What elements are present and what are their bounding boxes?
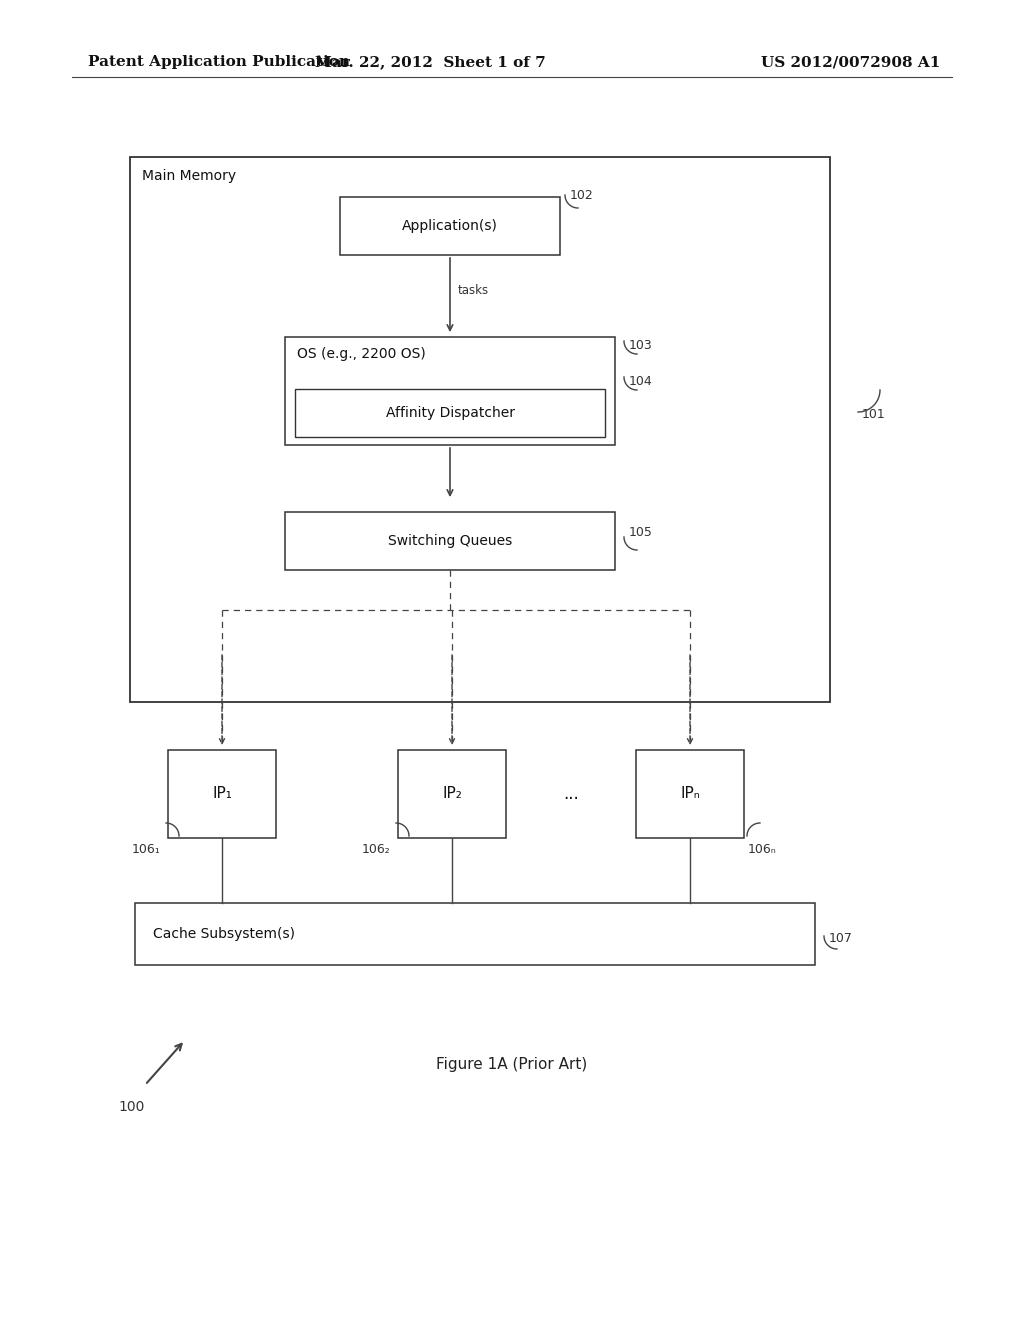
Text: 100: 100 <box>118 1100 144 1114</box>
Bar <box>168 750 276 838</box>
Text: IP₁: IP₁ <box>212 787 232 801</box>
Bar <box>285 512 615 570</box>
Bar <box>636 750 744 838</box>
Bar <box>340 197 560 255</box>
Text: tasks: tasks <box>458 284 489 297</box>
Text: IP₂: IP₂ <box>442 787 462 801</box>
Text: 106ₙ: 106ₙ <box>748 843 777 855</box>
Text: Main Memory: Main Memory <box>142 169 237 183</box>
Text: 105: 105 <box>629 527 653 540</box>
Text: Application(s): Application(s) <box>402 219 498 234</box>
Text: Patent Application Publication: Patent Application Publication <box>88 55 350 69</box>
Text: 106₂: 106₂ <box>361 843 390 855</box>
Text: 101: 101 <box>862 408 886 421</box>
Bar <box>130 157 830 702</box>
Text: Affinity Dispatcher: Affinity Dispatcher <box>385 407 514 420</box>
Text: 104: 104 <box>629 375 652 388</box>
Text: Mar. 22, 2012  Sheet 1 of 7: Mar. 22, 2012 Sheet 1 of 7 <box>314 55 546 69</box>
Text: Cache Subsystem(s): Cache Subsystem(s) <box>153 927 295 941</box>
Bar <box>285 337 615 445</box>
Text: 107: 107 <box>829 932 853 945</box>
Text: ...: ... <box>563 785 579 803</box>
Text: 103: 103 <box>629 339 652 352</box>
Text: IPₙ: IPₙ <box>680 787 700 801</box>
Text: US 2012/0072908 A1: US 2012/0072908 A1 <box>761 55 940 69</box>
Bar <box>398 750 506 838</box>
Bar <box>295 389 605 437</box>
Text: OS (e.g., 2200 OS): OS (e.g., 2200 OS) <box>297 347 426 360</box>
Text: 106₁: 106₁ <box>131 843 160 855</box>
Text: Switching Queues: Switching Queues <box>388 535 512 548</box>
Bar <box>135 903 815 965</box>
Text: 102: 102 <box>570 189 594 202</box>
Text: Figure 1A (Prior Art): Figure 1A (Prior Art) <box>436 1057 588 1072</box>
